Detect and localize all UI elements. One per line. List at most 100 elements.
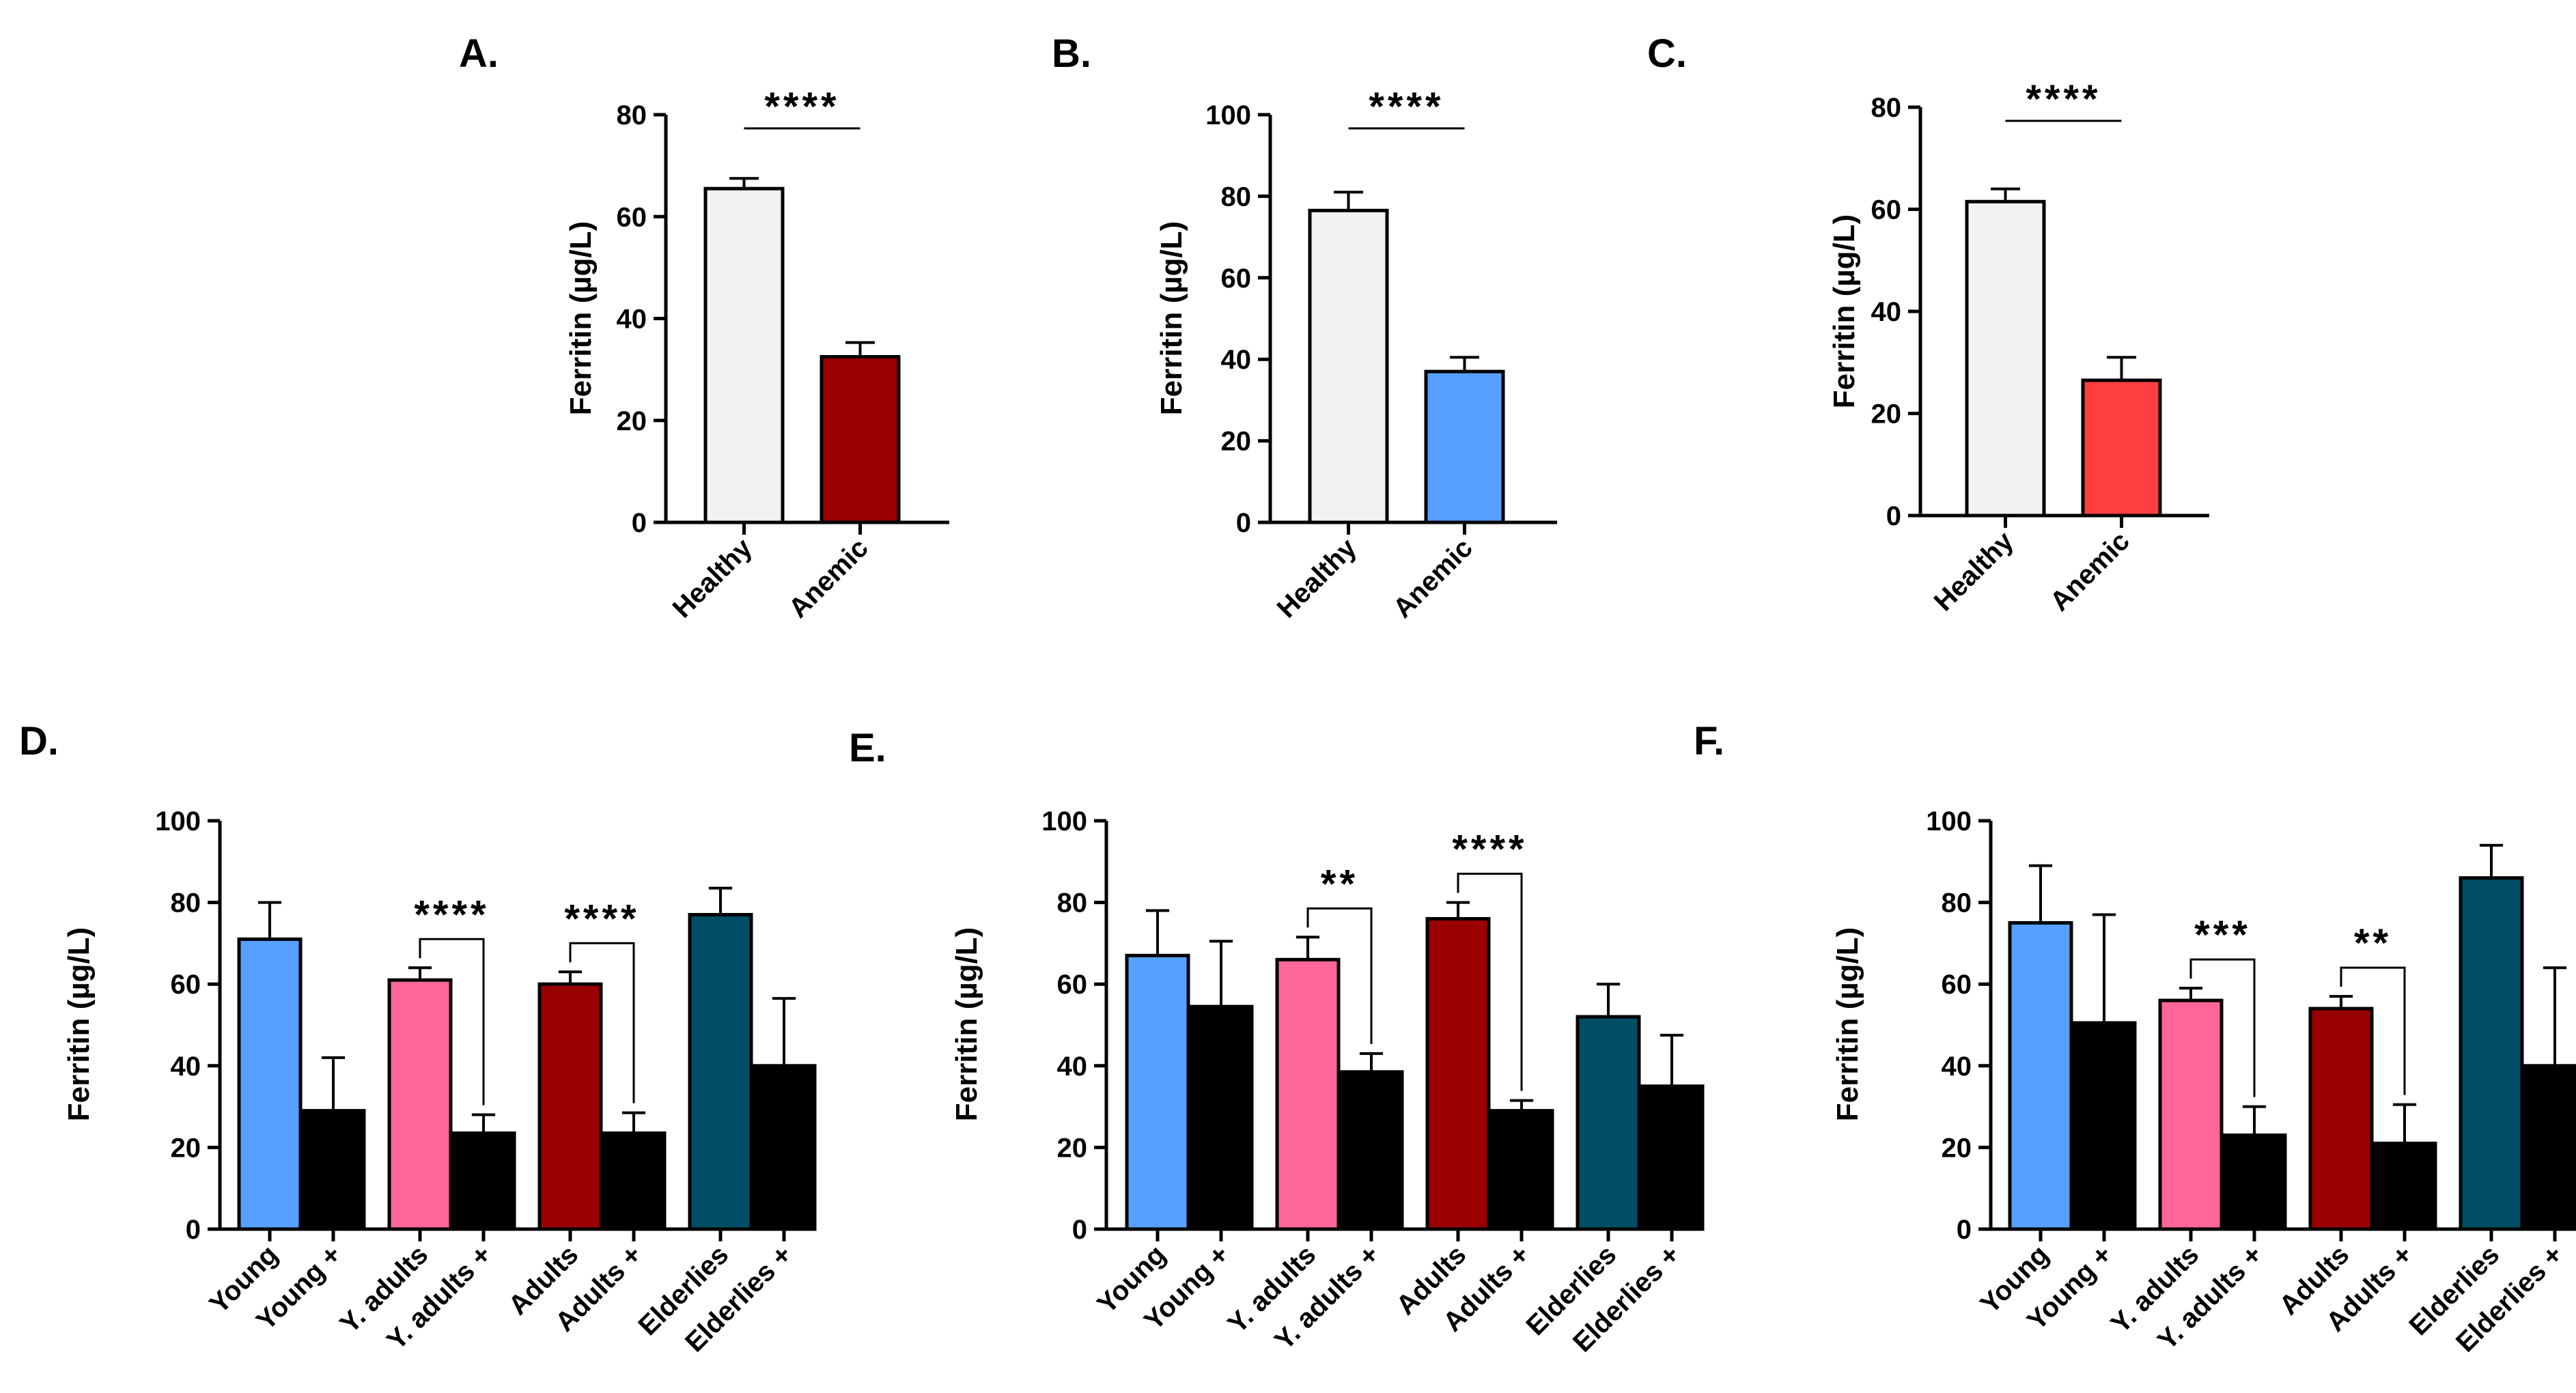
y-tick-label: 20 [617, 406, 647, 436]
bar [1339, 1070, 1404, 1231]
y-tick-label: 60 [171, 970, 201, 1000]
y-tick-label: 40 [1871, 297, 1902, 327]
panel-letter: B. [1052, 31, 1091, 76]
panel-letter: D. [19, 719, 59, 763]
y-axis-label: Ferritin (µg/L) [564, 221, 598, 415]
significance-bracket [1306, 907, 1373, 1044]
significance-label: *** [2194, 913, 2251, 957]
y-tick-label: 40 [1221, 345, 1252, 375]
y-axis-label: Ferritin (µg/L) [950, 927, 983, 1121]
y-tick-label: 100 [1041, 806, 1087, 836]
y-tick-label: 60 [1057, 970, 1088, 1000]
chart-panel-5: E.Ferritin (µg/L)020406080100YoungYoung … [849, 726, 1705, 1358]
chart-panel-3: C. Ferritin (µg/L) 0 20 40 60 80 Healthy Anemic *… [1647, 31, 2209, 617]
bar [300, 1109, 366, 1231]
y-tick-label: 20 [171, 1133, 201, 1163]
bar [1965, 199, 2046, 518]
bar [688, 913, 753, 1231]
x-tick-label: Healthy [1929, 526, 2020, 617]
x-tick-label: Healthy [667, 533, 759, 624]
y-tick-label: 40 [1942, 1052, 1972, 1082]
bar [1639, 1084, 1705, 1231]
significance-bracket [419, 938, 485, 1106]
bar [2158, 998, 2224, 1231]
y-tick-label: 0 [1236, 508, 1251, 538]
bar [1188, 1004, 1254, 1231]
bar [1308, 208, 1389, 524]
y-tick-label: 80 [1871, 93, 1902, 123]
bar [1576, 1015, 1641, 1231]
y-tick-label: 0 [1072, 1215, 1087, 1245]
y-tick-label: 100 [1205, 100, 1251, 130]
significance-bracket [2340, 966, 2406, 1095]
x-tick-label: Anemic [783, 533, 874, 623]
panel-letter: E. [849, 726, 886, 770]
bar [451, 1131, 516, 1231]
significance-label: ** [2354, 921, 2392, 966]
y-tick-label: 40 [617, 305, 647, 335]
bar [703, 186, 785, 524]
significance-label: **** [414, 892, 489, 937]
bar [2008, 921, 2073, 1231]
significance-bracket [2189, 958, 2256, 1097]
significance-label: **** [564, 897, 639, 941]
bar [751, 1064, 817, 1231]
y-axis-label: Ferritin (µg/L) [1155, 221, 1188, 415]
y-tick-label: 100 [155, 806, 201, 836]
bar [237, 937, 303, 1231]
bar [387, 978, 453, 1231]
x-tick-label: Anemic [2045, 526, 2136, 617]
bar [2071, 1021, 2137, 1231]
y-tick-label: 40 [171, 1052, 201, 1082]
bar [2222, 1133, 2287, 1231]
y-tick-label: 60 [617, 202, 647, 232]
y-tick-label: 20 [1221, 427, 1252, 457]
x-tick-label: Anemic [1388, 533, 1479, 623]
bar [1125, 953, 1190, 1231]
panel-letter: A. [459, 31, 499, 76]
significance-bracket [1457, 873, 1523, 1091]
x-tick-label: Healthy [1272, 533, 1363, 624]
y-tick-label: 40 [1057, 1052, 1088, 1082]
bar [2522, 1064, 2576, 1231]
bar [820, 354, 901, 524]
y-tick-label: 0 [186, 1215, 201, 1245]
chart-panel-2: B. Ferritin (µg/L) 0 20 40 60 80 100 Healthy Anem… [1052, 31, 1557, 624]
y-tick-label: 80 [1942, 888, 1972, 918]
significance-label: **** [1452, 828, 1527, 872]
y-tick-label: 0 [632, 508, 647, 538]
significance-label: **** [1369, 85, 1444, 129]
chart-panel-1: A. Ferritin (µg/L) 0 20 40 60 80 Healthy Anemic *… [459, 31, 949, 624]
significance-label: **** [2026, 77, 2101, 122]
bar [601, 1131, 667, 1231]
y-tick-label: 20 [1057, 1133, 1088, 1163]
bar [1424, 369, 1505, 524]
significance-label: ** [1321, 862, 1358, 906]
y-tick-label: 100 [1926, 806, 1972, 836]
y-tick-label: 80 [617, 100, 647, 130]
bar [1275, 957, 1341, 1231]
y-tick-label: 60 [1871, 195, 1902, 225]
panel-letter: C. [1647, 31, 1687, 76]
chart-panel-4: D.Ferritin (µg/L)020406080100YoungYoung … [19, 719, 817, 1358]
y-tick-label: 20 [1871, 399, 1902, 430]
bar [2372, 1141, 2437, 1231]
bar [1489, 1109, 1554, 1231]
y-axis-label: Ferritin (µg/L) [62, 927, 96, 1121]
bar [2308, 1007, 2374, 1231]
y-tick-label: 20 [1942, 1133, 1972, 1163]
y-axis-label: Ferritin (µg/L) [1831, 927, 1864, 1121]
panel-letter: F. [1694, 719, 1724, 763]
significance-label: **** [764, 85, 839, 129]
chart-panel-6: F.Ferritin (µg/L)020406080100YoungYoung … [1694, 719, 2576, 1358]
bar [537, 982, 603, 1231]
y-tick-label: 0 [1886, 501, 1901, 531]
y-tick-label: 80 [1057, 888, 1088, 918]
y-tick-label: 0 [1957, 1215, 1972, 1245]
bar [2459, 876, 2524, 1231]
bar [1425, 917, 1491, 1231]
y-axis-label: Ferritin (µg/L) [1828, 214, 1861, 408]
y-tick-label: 80 [1221, 182, 1252, 212]
significance-bracket [569, 942, 635, 1103]
